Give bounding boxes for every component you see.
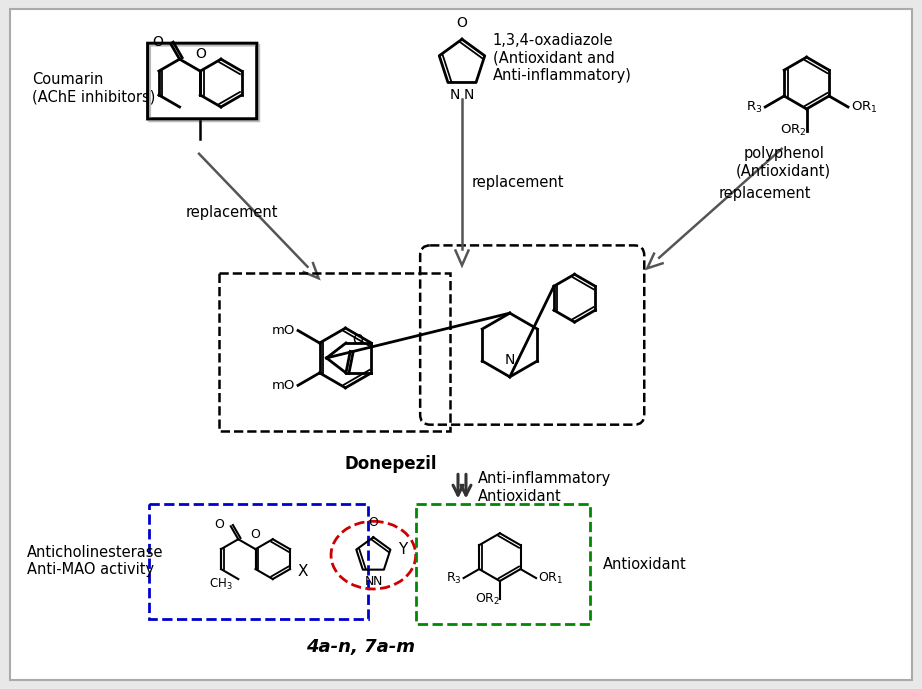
Text: N: N xyxy=(464,88,474,103)
Text: 4a-n, 7a-m: 4a-n, 7a-m xyxy=(306,638,415,656)
Text: Donepezil: Donepezil xyxy=(344,455,436,473)
Text: Anti-inflammatory
Antioxidant: Anti-inflammatory Antioxidant xyxy=(478,471,611,504)
Text: OR$_1$: OR$_1$ xyxy=(538,570,563,586)
Text: O: O xyxy=(352,333,363,347)
Bar xyxy=(219,274,450,431)
Text: OR$_2$: OR$_2$ xyxy=(475,591,500,606)
Text: CH$_3$: CH$_3$ xyxy=(209,577,233,592)
Text: 1,3,4-oxadiazole
(Antioxidant and
Anti-inflammatory): 1,3,4-oxadiazole (Antioxidant and Anti-i… xyxy=(493,33,632,83)
Text: X: X xyxy=(298,564,309,579)
Text: OR$_1$: OR$_1$ xyxy=(851,99,878,114)
Text: replacement: replacement xyxy=(186,205,278,220)
Text: O: O xyxy=(456,17,467,30)
Bar xyxy=(149,504,369,619)
Text: Antioxidant: Antioxidant xyxy=(602,557,686,572)
Text: replacement: replacement xyxy=(719,186,811,201)
Text: R$_3$: R$_3$ xyxy=(746,99,762,114)
Text: replacement: replacement xyxy=(472,175,564,190)
Text: N: N xyxy=(372,575,382,588)
Text: Coumarin
(AChE inhibitors): Coumarin (AChE inhibitors) xyxy=(31,72,155,104)
Text: polyphenol
(Antioxidant): polyphenol (Antioxidant) xyxy=(736,146,832,178)
Text: O: O xyxy=(152,34,162,49)
Text: OR$_2$: OR$_2$ xyxy=(780,123,807,138)
Bar xyxy=(416,504,590,624)
Text: O: O xyxy=(251,528,260,541)
Text: Anticholinesterase
Anti-MAO activity: Anticholinesterase Anti-MAO activity xyxy=(27,545,163,577)
Text: O: O xyxy=(369,516,378,529)
Text: O: O xyxy=(214,517,224,531)
Text: Y: Y xyxy=(398,542,408,557)
Text: N: N xyxy=(365,575,374,588)
Text: N: N xyxy=(450,88,460,103)
Text: N: N xyxy=(504,353,515,367)
Text: mO: mO xyxy=(272,324,295,337)
Text: R$_3$: R$_3$ xyxy=(446,570,462,586)
Text: O: O xyxy=(195,47,206,61)
Text: mO: mO xyxy=(272,379,295,392)
